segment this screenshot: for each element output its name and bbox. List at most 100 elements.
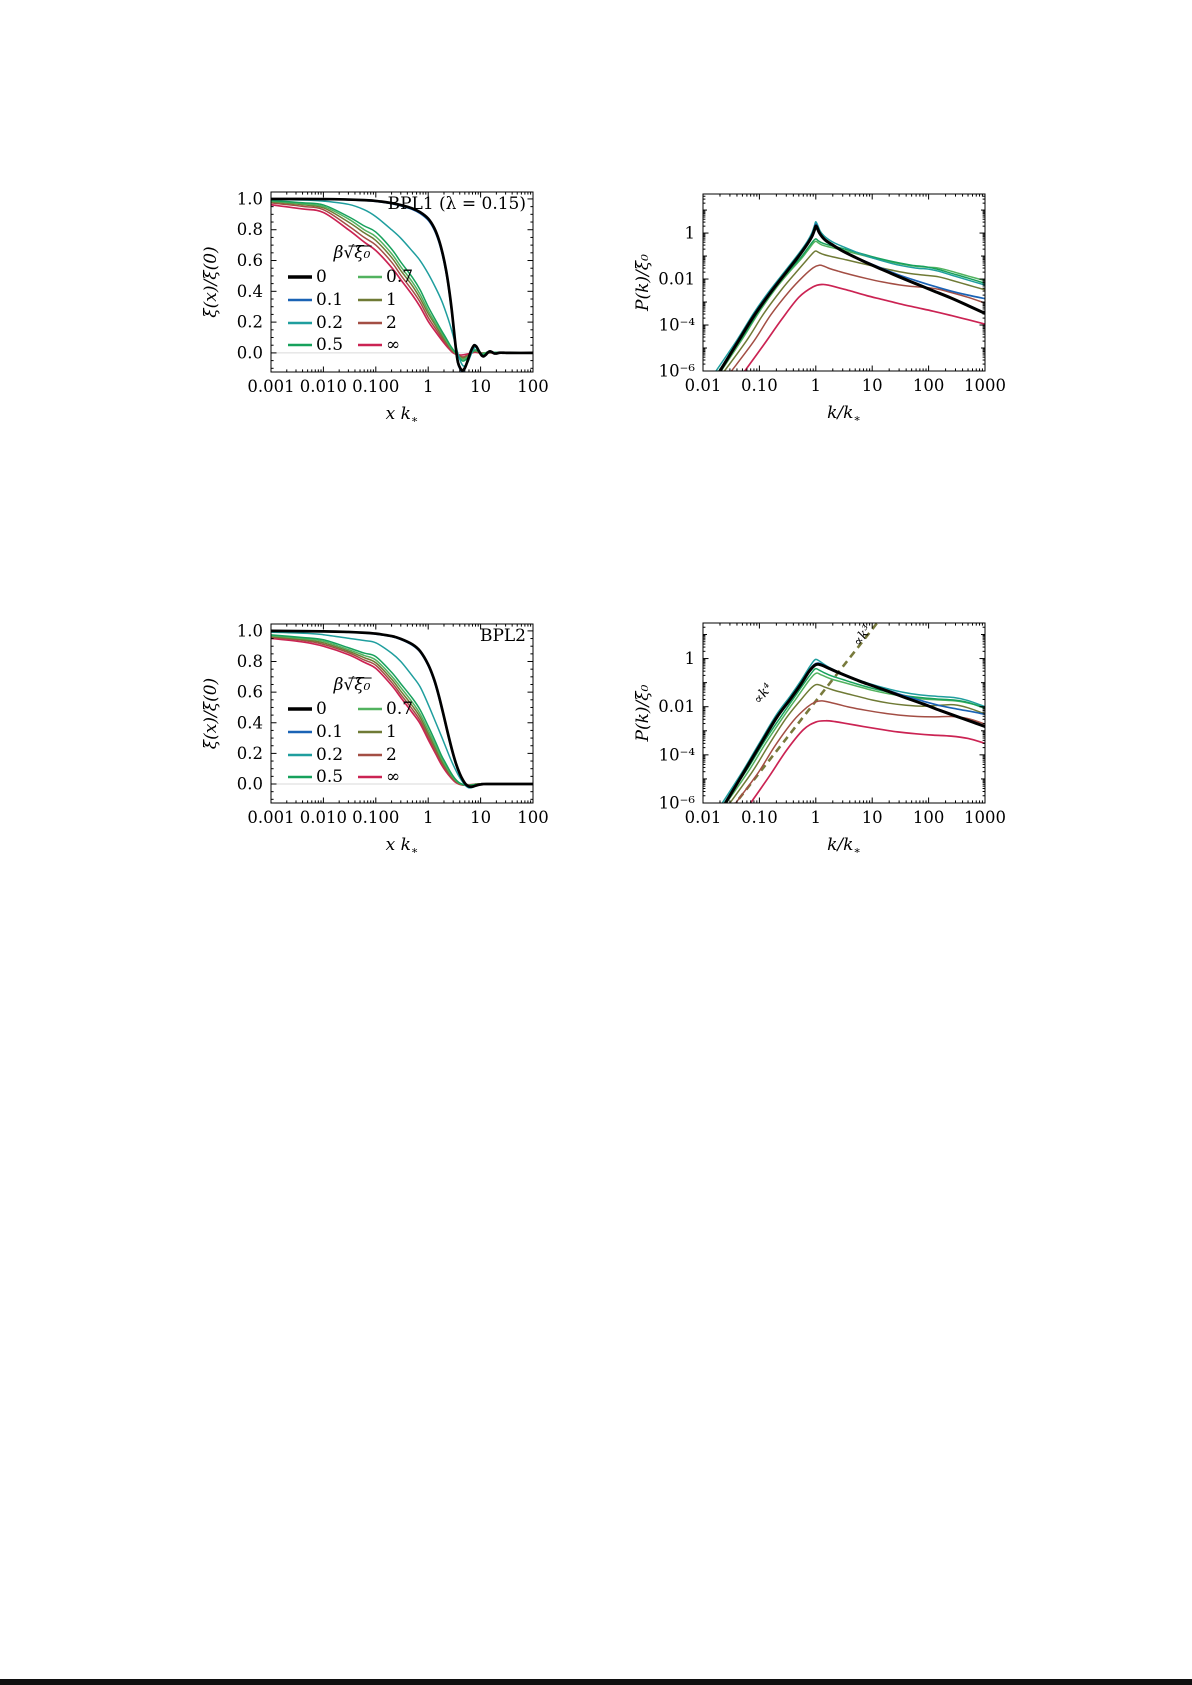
y-tick-label: 0.2 [237,313,263,332]
x-tick-label: 1000 [964,376,1006,395]
x-tick-label: 1 [811,808,822,827]
series-curve-0 [271,197,533,372]
slope-annotation: ∝k⁴ [751,681,776,707]
series-group [271,629,533,789]
y-tick-label: 0.4 [237,282,263,301]
legend-label: 1 [386,722,397,742]
x-axis-title: x k∗ [386,835,419,857]
series-group [715,221,985,371]
series-curve-0.7 [725,672,985,803]
x-tick-label: 1000 [964,808,1006,827]
legend-label: 0.2 [316,313,343,333]
series-curve-2 [730,264,985,371]
y-axis-title: ξ(x)/ξ(0) [201,246,221,317]
series-curve-0.2 [715,221,985,371]
y-axis-title: P(k)/ξ₀ [633,684,653,742]
legend-header: β√ξ₀ [333,243,371,263]
x-tick-label: 1 [423,808,434,827]
series-curve-1 [729,683,985,803]
plot-title: BPL2 [480,626,526,646]
x-tick-label: 0.10 [741,808,778,827]
y-tick-label: 10⁻⁴ [659,745,696,764]
x-tick-label: 10 [470,377,491,396]
series-curve-0.2 [721,658,985,803]
x-axis-title: k/k∗ [827,403,861,425]
x-tick-label: 100 [517,808,549,827]
x-tick-label: 1 [423,377,434,396]
x-tick-label: 100 [913,376,945,395]
y-tick-label: 0.6 [237,251,263,270]
legend-label: ∞ [386,767,400,787]
plot-frame [702,193,986,372]
bpl1-correlation-svg: 0.001 0.010 0.100 1 10 100 0.0 0.2 0.4 0.6 0.8 1.0 x… [201,189,549,426]
series-group [271,197,533,372]
bpl1-spectrum-svg: 0.01 0.10 1 10 100 1000 1 0.01 10⁻⁴ 10⁻⁶ k/k∗ P(k)/… [633,193,1006,425]
x-tick-label: 10 [470,808,491,827]
y-tick-label: 0.4 [237,713,263,732]
plot-title: BPL1 (λ = 0.15) [388,194,526,214]
y-tick-label: 1.0 [237,621,263,640]
chart-bpl2-correlation: 0.001 0.010 0.100 1 10 100 0.0 0.2 0.4 0.6 0.8 1.0 x… [175,590,570,874]
y-tick-label: 0.01 [658,270,695,289]
y-tick-label: 1.0 [237,189,263,208]
legend-label: 0.1 [316,722,343,742]
bpl2-spectrum-svg: 0.01 0.10 1 10 100 1000 1 0.01 10⁻⁴ 10⁻⁶ k/k∗ P(k)/… [633,622,1006,857]
series-curve-0 [271,629,533,789]
figure-area: 0.001 0.010 0.100 1 10 100 0.0 0.2 0.4 0.6 0.8 1.0 x… [175,158,1020,874]
x-tick-label: 100 [913,808,945,827]
series-curve-2 [735,700,985,803]
y-tick-label: 0.2 [237,744,263,763]
x-tick-label: 0.100 [352,808,399,827]
plot-frame [702,622,986,804]
legend-label: 0.1 [316,290,343,310]
legend-label: 0 [316,699,327,719]
series-curve-∞ [744,283,985,371]
x-tick-label: 0.001 [247,808,294,827]
series-curve-∞ [749,719,985,803]
x-tick-label: 0.001 [247,377,294,396]
y-tick-label: 0.01 [658,697,695,716]
y-tick-label: 1 [685,649,696,668]
y-tick-label: 10⁻⁶ [659,794,696,813]
x-axis-title: x k∗ [386,404,419,426]
legend-label: 2 [386,313,397,333]
legend-label: 0.2 [316,745,343,765]
series-curve-0.5 [271,634,533,787]
y-tick-label: 0.8 [237,220,263,239]
x-tick-label: 10 [862,808,883,827]
x-tick-label: 0.10 [741,376,778,395]
x-tick-label: 0.010 [300,377,347,396]
y-tick-label: 10⁻⁴ [659,316,696,335]
bpl2-correlation-svg: 0.001 0.010 0.100 1 10 1000.00.20.40.60.81.0x… [201,621,549,857]
y-tick-label: 0.8 [237,652,263,671]
x-tick-label: 0.100 [352,377,399,396]
y-tick-label: 1 [685,224,696,243]
y-tick-label: 0.0 [237,775,263,794]
x-axis-title: k/k∗ [827,835,861,857]
legend-label: 0 [316,267,327,287]
y-axis-title: P(k)/ξ₀ [633,254,653,312]
x-tick-label: 1 [811,376,822,395]
legend-label: ∞ [386,335,400,355]
x-tick-label: 0.010 [300,808,347,827]
series-curve-0 [718,224,985,371]
chart-bpl2-spectrum: 0.01 0.10 1 10 100 1000 1 0.01 10⁻⁴ 10⁻⁶ k/k∗ P(k)/… [618,590,1020,874]
x-tick-label: 0.01 [685,376,722,395]
window-bottom-edge [0,1679,1192,1685]
series-curve-0 [724,662,985,803]
plot-frame [270,191,534,373]
y-axis-title: ξ(x)/ξ(0) [201,678,221,749]
y-tick-label: 0.0 [237,343,263,362]
slope-annotation: ∝k³ [851,623,876,650]
power-law-guide-line [734,623,879,803]
legend-label: 2 [386,745,397,765]
series-group [721,623,985,803]
x-tick-label: 10 [862,376,883,395]
series-curve-1 [723,250,985,371]
plot-frame [270,623,534,804]
x-tick-label: 100 [517,377,549,396]
x-tick-label: 0.01 [685,808,722,827]
chart-bpl1-spectrum: 0.01 0.10 1 10 100 1000 1 0.01 10⁻⁴ 10⁻⁶ k/k∗ P(k)/… [618,158,1020,437]
series-curve-0.5 [723,667,985,803]
